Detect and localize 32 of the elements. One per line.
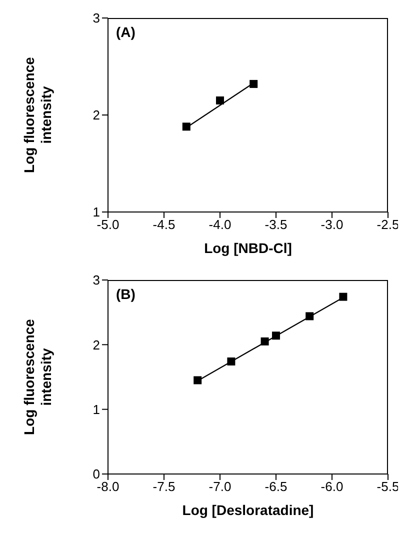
y-axis-title: Log fluorescence intensity xyxy=(21,319,55,435)
y-tick-label: 3 xyxy=(92,10,100,26)
point xyxy=(306,312,314,320)
x-tick-label: -7.5 xyxy=(152,479,176,494)
point xyxy=(194,376,202,384)
point xyxy=(272,332,280,340)
y-tick-label: 1 xyxy=(92,402,100,417)
x-axis-title: Log [NBD-Cl] xyxy=(203,240,293,256)
y-axis-title: Log fluorescence intensity xyxy=(21,57,55,173)
annotation: (A) xyxy=(116,24,136,40)
point xyxy=(227,357,236,366)
point xyxy=(260,337,269,346)
x-axis-title: Log [Desloratadine] xyxy=(181,502,315,518)
point xyxy=(250,80,258,88)
x-tick-label: -8.0 xyxy=(96,479,120,494)
y-tick-label: 2 xyxy=(92,108,100,123)
x-tick-label: -4.0 xyxy=(208,217,232,232)
y-tick-label: 2 xyxy=(92,337,100,352)
x-tick-label: -4.5 xyxy=(152,217,176,232)
x-tick-label: -3.5 xyxy=(264,217,288,232)
x-tick-label: -6.5 xyxy=(264,479,288,494)
x-tick-label: -6.0 xyxy=(320,479,344,494)
x-tick-label: -7.0 xyxy=(208,479,232,494)
y-tick-label: 3 xyxy=(92,272,100,288)
point xyxy=(182,122,190,131)
x-tick-label: -5.0 xyxy=(96,217,120,232)
point xyxy=(216,96,224,104)
annotation: (B) xyxy=(116,286,136,302)
y-tick-label: 1 xyxy=(92,204,100,220)
x-tick-label: -3.0 xyxy=(320,217,344,232)
y-tick-label: 0 xyxy=(92,466,100,482)
point xyxy=(339,292,348,301)
